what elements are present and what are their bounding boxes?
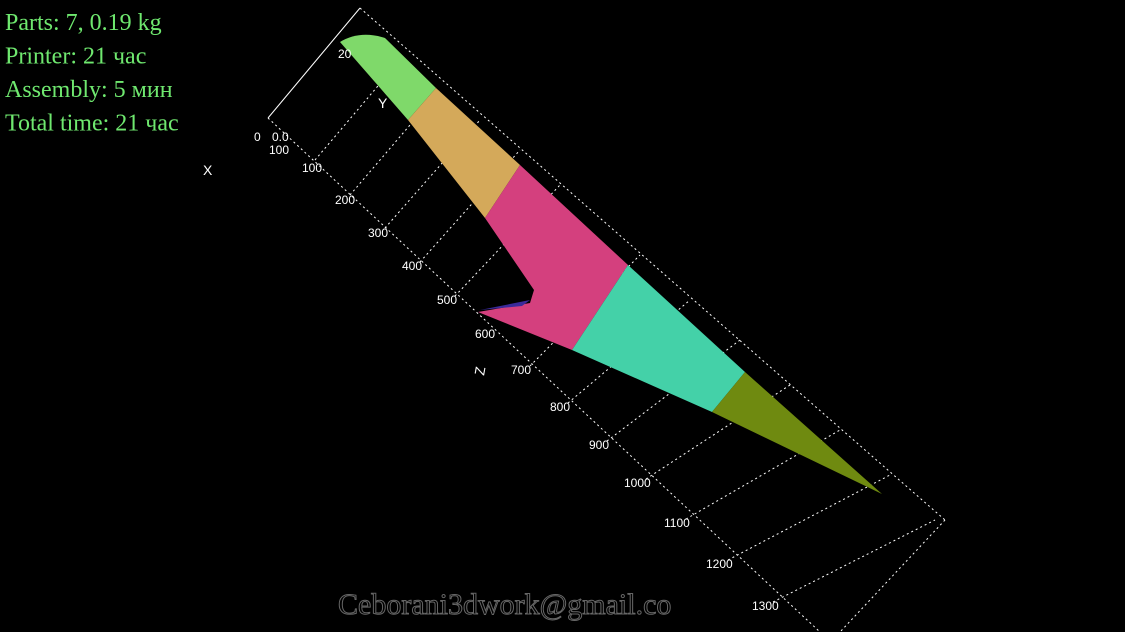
tick-label: 500 [437,293,457,307]
info-line: Parts: 7, 0.19 kg [5,10,162,36]
grid-line [645,384,791,480]
tick-label: 400 [402,259,422,273]
grid-line [314,59,401,161]
tick-label: 0 [254,130,261,144]
axis-label: Z [471,365,488,377]
watermark: Ceborani3dwork@gmail.co [338,588,671,621]
box-edge [839,519,946,632]
tick-label: 200 [335,193,355,207]
part-5 [572,265,745,412]
info-line: Total time: 21 час [5,111,179,137]
tick-label: 1000 [624,476,651,490]
info-line: Assembly: 5 мин [5,77,173,103]
box-edge [267,117,821,632]
part-2 [408,88,520,218]
wing-model [340,34,882,494]
tick-label: 800 [550,400,570,414]
part-6 [712,372,882,494]
grid-line [772,519,936,603]
tick-label: 700 [511,363,531,377]
part-3 [478,165,628,350]
tick-label: 1100 [664,516,690,530]
grid-line [727,474,891,561]
tick-label: 600 [475,327,495,341]
tick-label: 300 [368,226,388,240]
tick-label: 1300 [752,599,779,613]
grid-line [384,119,481,229]
tick-label: 20 [338,47,352,61]
tick-label: 100 [269,143,289,157]
part-4 [480,300,530,310]
grid-line [567,299,691,404]
box-edge [267,7,361,119]
info-line: Printer: 21 час [5,44,146,70]
axis-label: X [203,162,213,178]
tick-label: 1200 [706,557,733,571]
tick-label: 0.0 [272,130,289,144]
axis-label: Y [378,95,388,111]
tick-label: 900 [589,438,609,452]
tick-label: 100 [302,161,322,175]
part-1 [340,34,436,120]
